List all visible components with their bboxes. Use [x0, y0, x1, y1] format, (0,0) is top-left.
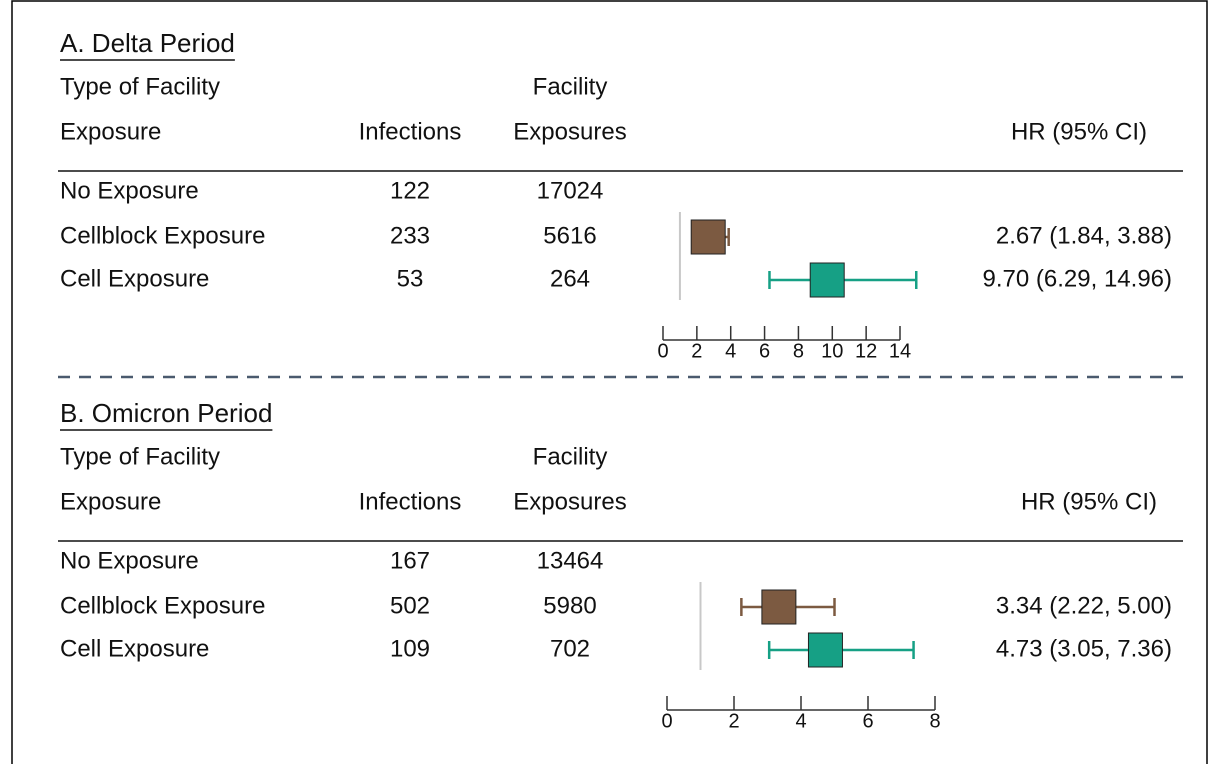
column-header: Infections [359, 488, 462, 515]
column-header: Exposures [513, 488, 626, 515]
row-label: Cell Exposure [60, 265, 209, 292]
column-header: Exposure [60, 118, 161, 145]
exposures: 5616 [543, 222, 596, 249]
frame [11, 0, 1208, 764]
infections: 233 [390, 222, 430, 249]
column-header: Type of Facility [60, 73, 220, 100]
exposures: 702 [550, 635, 590, 662]
x-tick-label: 0 [661, 710, 672, 732]
row-label: Cell Exposure [60, 635, 209, 662]
column-header: Exposures [513, 118, 626, 145]
x-tick-label: 8 [793, 340, 804, 362]
column-header: Exposure [60, 488, 161, 515]
x-tick-label: 2 [691, 340, 702, 362]
column-header: HR (95% CI) [1021, 488, 1157, 515]
hr-box [761, 589, 797, 625]
row-label: No Exposure [60, 177, 199, 204]
x-tick-label: 14 [889, 340, 911, 362]
x-tick-label: 6 [862, 710, 873, 732]
hr-box [807, 632, 843, 668]
infections: 122 [390, 177, 430, 204]
exposures: 264 [550, 265, 590, 292]
hr-label: 9.70 (6.29, 14.96) [983, 265, 1172, 292]
row-label: Cellblock Exposure [60, 592, 265, 619]
exposures: 17024 [537, 177, 604, 204]
x-tick-label: 2 [728, 710, 739, 732]
infections: 53 [397, 265, 424, 292]
x-tick-label: 4 [795, 710, 806, 732]
column-header: Facility [533, 443, 608, 470]
column-header: HR (95% CI) [1011, 118, 1147, 145]
hr-label: 2.67 (1.84, 3.88) [996, 222, 1172, 249]
row-label: No Exposure [60, 547, 199, 574]
x-tick-label: 0 [657, 340, 668, 362]
panel-title: B. Omicron Period [60, 398, 272, 428]
infections: 167 [390, 547, 430, 574]
hr-box [809, 262, 845, 298]
infections: 109 [390, 635, 430, 662]
column-header: Infections [359, 118, 462, 145]
panel-title: A. Delta Period [60, 28, 235, 58]
row-label: Cellblock Exposure [60, 222, 265, 249]
infections: 502 [390, 592, 430, 619]
x-tick-label: 4 [725, 340, 736, 362]
column-header: Facility [533, 73, 608, 100]
hr-box [690, 219, 726, 255]
hr-label: 3.34 (2.22, 5.00) [996, 592, 1172, 619]
exposures: 13464 [537, 547, 604, 574]
exposures: 5980 [543, 592, 596, 619]
x-tick-label: 12 [855, 340, 877, 362]
x-tick-label: 10 [821, 340, 843, 362]
column-header: Type of Facility [60, 443, 220, 470]
hr-label: 4.73 (3.05, 7.36) [996, 635, 1172, 662]
x-tick-label: 6 [759, 340, 770, 362]
x-tick-label: 8 [929, 710, 940, 732]
